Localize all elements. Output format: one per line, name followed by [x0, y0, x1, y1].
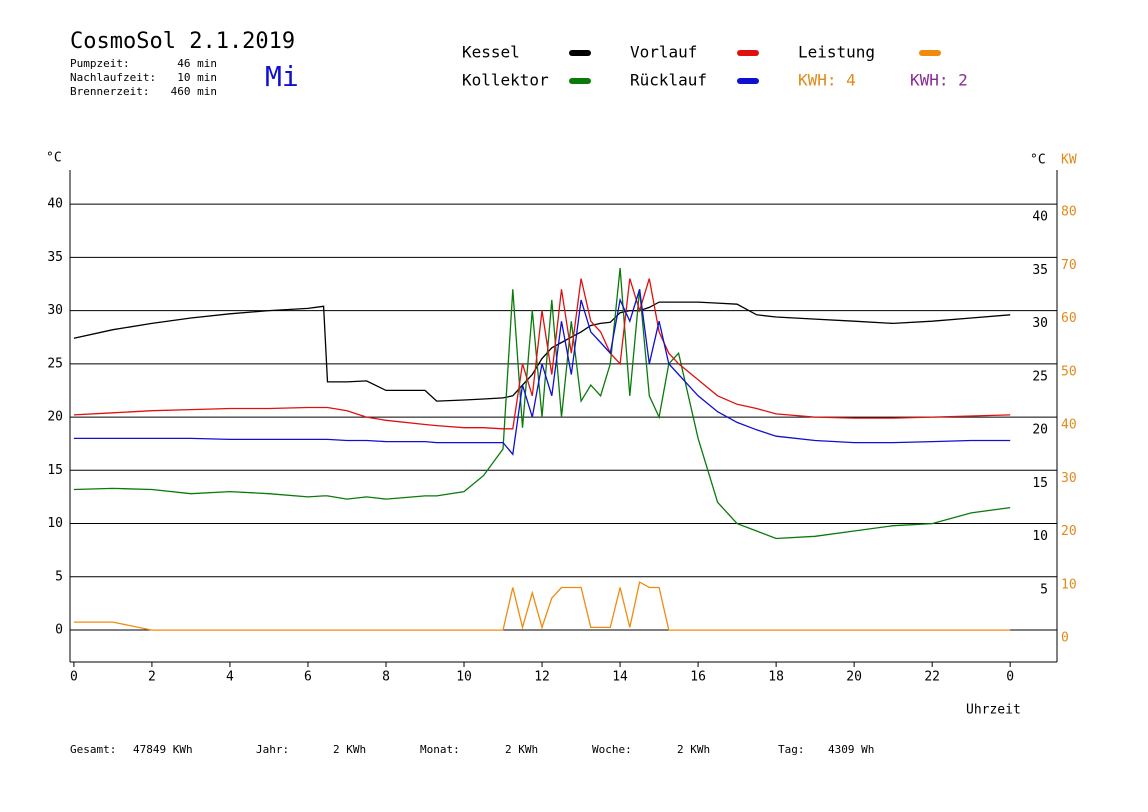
- y-right-tick-label: 40: [1032, 210, 1048, 225]
- legend-label: Kessel: [462, 43, 520, 62]
- y-right-tick-label: 35: [1032, 263, 1048, 278]
- title: CosmoSol 2.1.2019: [70, 29, 295, 54]
- y2-tick-label: 10: [1061, 577, 1077, 592]
- series-line: [73, 289, 1011, 456]
- series-line: [73, 581, 1011, 631]
- y-tick-label: 20: [47, 410, 63, 425]
- series-line: [73, 278, 1011, 430]
- x-tick-label: 0: [1006, 670, 1014, 685]
- footer-value: 4309 Wh: [828, 743, 874, 756]
- footer-label: Jahr:: [256, 743, 289, 756]
- y-right-tick-label: 25: [1032, 369, 1048, 384]
- weekday: Mi: [265, 60, 299, 93]
- y2-tick-label: 40: [1061, 418, 1077, 433]
- info-value: 46 min: [177, 57, 217, 70]
- x-tick-label: 14: [612, 670, 628, 685]
- y-right-tick-label: 5: [1040, 582, 1048, 597]
- legend-label: Vorlauf: [630, 43, 697, 62]
- info-value: 460 min: [171, 85, 217, 98]
- y-tick-label: 35: [47, 250, 63, 265]
- legend-label: Kollektor: [462, 71, 549, 90]
- y2-tick-label: 20: [1061, 524, 1077, 539]
- kwh-label: KWH: 2: [910, 71, 968, 90]
- y2-tick-label: 60: [1061, 311, 1077, 326]
- kwh-label: KWH: 4: [798, 71, 856, 90]
- x-tick-label: 16: [690, 670, 706, 685]
- series-line: [73, 267, 1011, 540]
- y-unit-right: °C: [1030, 153, 1046, 168]
- x-tick-label: 22: [924, 670, 940, 685]
- series-line: [73, 301, 1011, 402]
- y-tick-label: 10: [47, 516, 63, 531]
- x-tick-label: 20: [846, 670, 862, 685]
- info-value: 10 min: [177, 71, 217, 84]
- legend-label: Rücklauf: [630, 71, 707, 90]
- x-tick-label: 8: [382, 670, 390, 685]
- y-right-tick-label: 10: [1032, 529, 1048, 544]
- y-unit: °C: [46, 151, 62, 166]
- y2-unit: KW: [1061, 153, 1077, 168]
- x-tick-label: 12: [534, 670, 550, 685]
- footer-value: 47849 KWh: [133, 743, 193, 756]
- y-tick-label: 0: [55, 623, 63, 638]
- y-tick-label: 40: [47, 197, 63, 212]
- y2-tick-label: 30: [1061, 471, 1077, 486]
- x-tick-label: 10: [456, 670, 472, 685]
- footer-value: 2 KWh: [505, 743, 538, 756]
- x-tick-label: 2: [148, 670, 156, 685]
- y-tick-label: 25: [47, 356, 63, 371]
- x-tick-label: 18: [768, 670, 784, 685]
- y2-tick-label: 50: [1061, 364, 1077, 379]
- y-tick-label: 30: [47, 303, 63, 318]
- footer-label: Gesamt:: [70, 743, 116, 756]
- y-right-tick-label: 20: [1032, 423, 1048, 438]
- y2-tick-label: 80: [1061, 205, 1077, 220]
- x-tick-label: 0: [70, 670, 78, 685]
- y-right-tick-label: 30: [1032, 316, 1048, 331]
- footer-label: Tag:: [778, 743, 805, 756]
- x-label: Uhrzeit: [966, 703, 1021, 718]
- y-right-tick-label: 15: [1032, 476, 1048, 491]
- x-tick-label: 6: [304, 670, 312, 685]
- info-label: Nachlaufzeit:: [70, 71, 156, 84]
- y-tick-label: 15: [47, 463, 63, 478]
- legend-label: Leistung: [798, 43, 875, 62]
- x-tick-label: 4: [226, 670, 234, 685]
- footer-label: Woche:: [592, 743, 632, 756]
- info-label: Brennerzeit:: [70, 85, 149, 98]
- footer-value: 2 KWh: [677, 743, 710, 756]
- y2-tick-label: 0: [1061, 631, 1069, 646]
- y2-tick-label: 70: [1061, 258, 1077, 273]
- footer-label: Monat:: [420, 743, 460, 756]
- footer-value: 2 KWh: [333, 743, 366, 756]
- y-tick-label: 5: [55, 569, 63, 584]
- info-label: Pumpzeit:: [70, 57, 130, 70]
